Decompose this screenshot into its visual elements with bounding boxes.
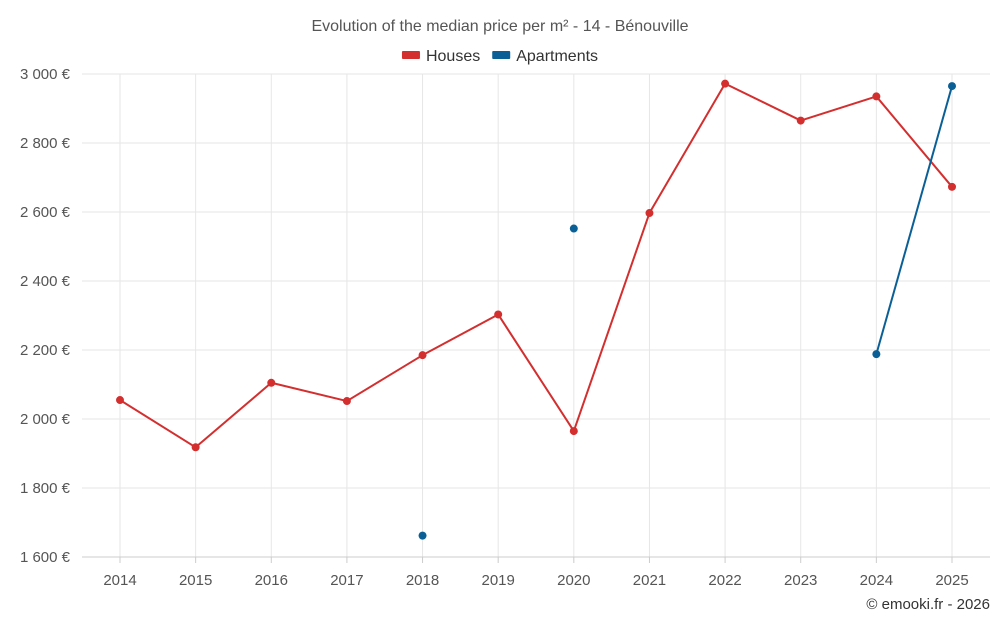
data-point-houses-2025[interactable] xyxy=(948,182,956,191)
x-tick-label: 2020 xyxy=(557,572,590,589)
data-point-houses-2022[interactable] xyxy=(721,79,730,88)
y-tick-label: 2 800 € xyxy=(20,135,71,152)
data-point-houses-2023[interactable] xyxy=(796,116,805,125)
data-point-houses-2024[interactable] xyxy=(872,92,881,101)
legend-label-houses: Houses xyxy=(426,48,480,65)
data-point-houses-2018[interactable] xyxy=(418,351,427,360)
series-layer xyxy=(116,79,956,540)
series-line-apartments xyxy=(875,85,953,355)
x-tick-label: 2019 xyxy=(481,572,514,589)
x-tick-label: 2018 xyxy=(406,572,439,589)
x-tick-label: 2022 xyxy=(708,572,741,589)
legend-label-apartments: Apartments xyxy=(516,48,598,65)
y-tick-label: 2 000 € xyxy=(20,411,71,428)
x-tick-label: 2016 xyxy=(255,572,288,589)
data-point-houses-2017[interactable] xyxy=(342,397,351,406)
grid-lines xyxy=(82,73,990,558)
legend-item-apartments[interactable]: Apartments xyxy=(492,48,598,65)
y-tick-label: 3 000 € xyxy=(20,66,71,83)
y-tick-label: 2 200 € xyxy=(20,342,71,359)
data-point-apartments-2024[interactable] xyxy=(872,350,881,359)
x-tick-label: 2023 xyxy=(784,572,817,589)
copyright-text: © emooki.fr - 2026 xyxy=(866,596,990,613)
x-tick-label: 2017 xyxy=(330,572,363,589)
data-point-houses-2015[interactable] xyxy=(191,443,200,452)
x-tick-label: 2015 xyxy=(179,572,212,589)
series-apartments xyxy=(418,82,956,540)
y-tick-label: 2 400 € xyxy=(20,273,71,290)
x-tick-label: 2021 xyxy=(633,572,666,589)
chart-title: Evolution of the median price per m² - 1… xyxy=(311,18,688,35)
data-point-apartments-2020[interactable] xyxy=(569,224,578,233)
legend-swatch-houses xyxy=(401,51,420,59)
data-point-houses-2019[interactable] xyxy=(494,310,503,319)
axes: 1 600 € 1 800 € 2 000 € 2 200 € 2 400 € 2 600… xyxy=(20,66,990,589)
x-tick-label: 2024 xyxy=(860,572,893,589)
series-houses xyxy=(116,79,956,452)
legend-swatch-apartments xyxy=(492,51,511,59)
data-point-apartments-2018[interactable] xyxy=(418,531,427,540)
y-tick-label: 1 800 € xyxy=(20,480,71,497)
data-point-houses-2021[interactable] xyxy=(645,209,654,218)
series-line-houses xyxy=(119,82,953,449)
legend: Houses Apartments xyxy=(401,48,598,65)
data-point-houses-2020[interactable] xyxy=(569,427,578,436)
y-tick-label: 1 600 € xyxy=(20,549,71,566)
data-point-apartments-2025[interactable] xyxy=(948,82,956,91)
x-tick-label: 2025 xyxy=(935,572,968,589)
x-tick-label: 2014 xyxy=(103,572,136,589)
data-point-houses-2016[interactable] xyxy=(267,378,276,387)
y-tick-label: 2 600 € xyxy=(20,204,71,221)
legend-item-houses[interactable]: Houses xyxy=(401,48,480,65)
data-point-houses-2014[interactable] xyxy=(116,396,124,405)
